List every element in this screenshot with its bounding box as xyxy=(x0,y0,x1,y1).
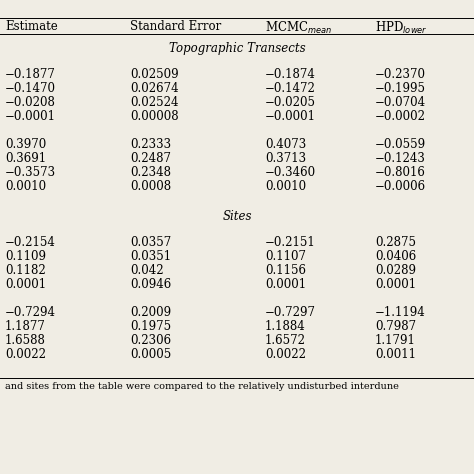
Text: 0.042: 0.042 xyxy=(130,264,164,277)
Text: 1.6572: 1.6572 xyxy=(265,334,306,347)
Text: −0.3460: −0.3460 xyxy=(265,166,316,179)
Text: Standard Error: Standard Error xyxy=(130,20,221,33)
Text: 0.0005: 0.0005 xyxy=(130,348,171,361)
Text: 0.3970: 0.3970 xyxy=(5,138,46,151)
Text: 0.02524: 0.02524 xyxy=(130,96,179,109)
Text: −0.1877: −0.1877 xyxy=(5,68,56,81)
Text: 0.0022: 0.0022 xyxy=(5,348,46,361)
Text: 0.02509: 0.02509 xyxy=(130,68,179,81)
Text: −0.7297: −0.7297 xyxy=(265,306,316,319)
Text: 0.0351: 0.0351 xyxy=(130,250,171,263)
Text: −0.1874: −0.1874 xyxy=(265,68,316,81)
Text: 0.1109: 0.1109 xyxy=(5,250,46,263)
Text: 0.2306: 0.2306 xyxy=(130,334,171,347)
Text: 0.0001: 0.0001 xyxy=(5,278,46,291)
Text: −0.0205: −0.0205 xyxy=(265,96,316,109)
Text: 0.3691: 0.3691 xyxy=(5,152,46,165)
Text: −0.7294: −0.7294 xyxy=(5,306,56,319)
Text: 0.2333: 0.2333 xyxy=(130,138,171,151)
Text: 0.0010: 0.0010 xyxy=(265,180,306,193)
Text: 0.00008: 0.00008 xyxy=(130,110,179,123)
Text: 1.1791: 1.1791 xyxy=(375,334,416,347)
Text: −0.1243: −0.1243 xyxy=(375,152,426,165)
Text: 0.2009: 0.2009 xyxy=(130,306,171,319)
Text: 1.1884: 1.1884 xyxy=(265,320,306,333)
Text: 0.1182: 0.1182 xyxy=(5,264,46,277)
Text: 0.2348: 0.2348 xyxy=(130,166,171,179)
Text: −0.1472: −0.1472 xyxy=(265,82,316,95)
Text: 0.1975: 0.1975 xyxy=(130,320,171,333)
Text: −0.0002: −0.0002 xyxy=(375,110,426,123)
Text: 0.2487: 0.2487 xyxy=(130,152,171,165)
Text: 0.0001: 0.0001 xyxy=(265,278,306,291)
Text: 0.3713: 0.3713 xyxy=(265,152,306,165)
Text: 0.0001: 0.0001 xyxy=(375,278,416,291)
Text: Sites: Sites xyxy=(222,210,252,223)
Text: 0.0357: 0.0357 xyxy=(130,236,171,249)
Text: Estimate: Estimate xyxy=(5,20,58,33)
Text: HPD$_{lower}$: HPD$_{lower}$ xyxy=(375,20,428,36)
Text: 0.0008: 0.0008 xyxy=(130,180,171,193)
Text: 0.02674: 0.02674 xyxy=(130,82,179,95)
Text: −0.8016: −0.8016 xyxy=(375,166,426,179)
Text: 0.7987: 0.7987 xyxy=(375,320,416,333)
Text: 0.0022: 0.0022 xyxy=(265,348,306,361)
Text: 1.1877: 1.1877 xyxy=(5,320,46,333)
Text: Topographic Transects: Topographic Transects xyxy=(169,42,305,55)
Text: 0.0946: 0.0946 xyxy=(130,278,171,291)
Text: −0.1995: −0.1995 xyxy=(375,82,426,95)
Text: and sites from the table were compared to the relatively undisturbed interdune: and sites from the table were compared t… xyxy=(5,382,399,391)
Text: −0.2370: −0.2370 xyxy=(375,68,426,81)
Text: 0.0010: 0.0010 xyxy=(5,180,46,193)
Text: −0.2151: −0.2151 xyxy=(265,236,316,249)
Text: 0.0289: 0.0289 xyxy=(375,264,416,277)
Text: −0.0006: −0.0006 xyxy=(375,180,426,193)
Text: −0.2154: −0.2154 xyxy=(5,236,56,249)
Text: −0.3573: −0.3573 xyxy=(5,166,56,179)
Text: 1.6588: 1.6588 xyxy=(5,334,46,347)
Text: −0.1470: −0.1470 xyxy=(5,82,56,95)
Text: −0.0001: −0.0001 xyxy=(5,110,56,123)
Text: 0.1107: 0.1107 xyxy=(265,250,306,263)
Text: −0.0559: −0.0559 xyxy=(375,138,426,151)
Text: −0.0208: −0.0208 xyxy=(5,96,56,109)
Text: −0.0704: −0.0704 xyxy=(375,96,426,109)
Text: −0.0001: −0.0001 xyxy=(265,110,316,123)
Text: 0.0406: 0.0406 xyxy=(375,250,416,263)
Text: 0.2875: 0.2875 xyxy=(375,236,416,249)
Text: 0.1156: 0.1156 xyxy=(265,264,306,277)
Text: MCMC$_{mean}$: MCMC$_{mean}$ xyxy=(265,20,332,36)
Text: −1.1194: −1.1194 xyxy=(375,306,426,319)
Text: 0.4073: 0.4073 xyxy=(265,138,306,151)
Text: 0.0011: 0.0011 xyxy=(375,348,416,361)
